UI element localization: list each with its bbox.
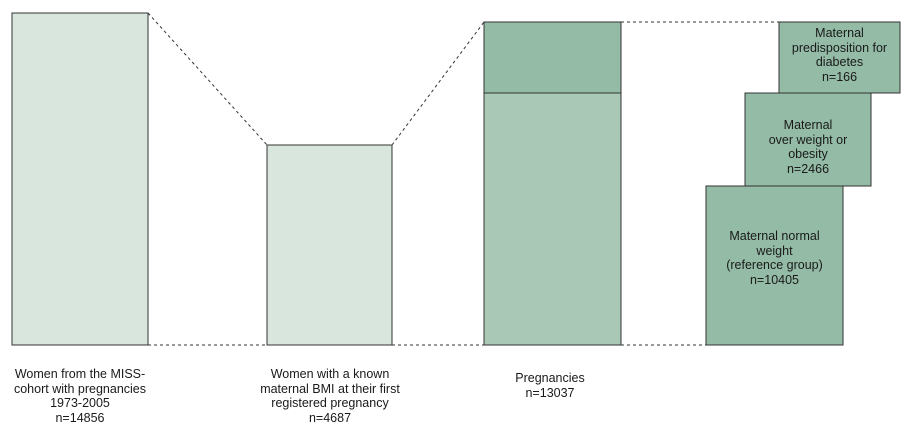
bar-pregnancies-outline xyxy=(483,21,622,346)
bar-miss-cohort xyxy=(11,12,149,346)
connector-line xyxy=(391,21,485,146)
group-box-normal xyxy=(705,185,844,346)
caption-known-bmi: Women with a known maternal BMI at their… xyxy=(260,367,400,425)
bar-known-bmi xyxy=(266,144,393,346)
bar-pregnancies-top-segment xyxy=(484,22,621,93)
group-box-diabetes xyxy=(778,21,901,94)
group-label-normal: Maternal normal weight (reference group)… xyxy=(726,229,823,287)
group-label-overweight: Maternal over weight or obesity n=2466 xyxy=(768,118,848,176)
connector-line xyxy=(147,12,268,146)
group-label-diabetes: Maternal predisposition for diabetes n=1… xyxy=(791,26,888,84)
caption-pregnancies: Pregnancies n=13037 xyxy=(515,371,585,400)
caption-miss-cohort: Women from the MISS- cohort with pregnan… xyxy=(13,367,147,425)
group-box-overweight xyxy=(744,92,872,187)
